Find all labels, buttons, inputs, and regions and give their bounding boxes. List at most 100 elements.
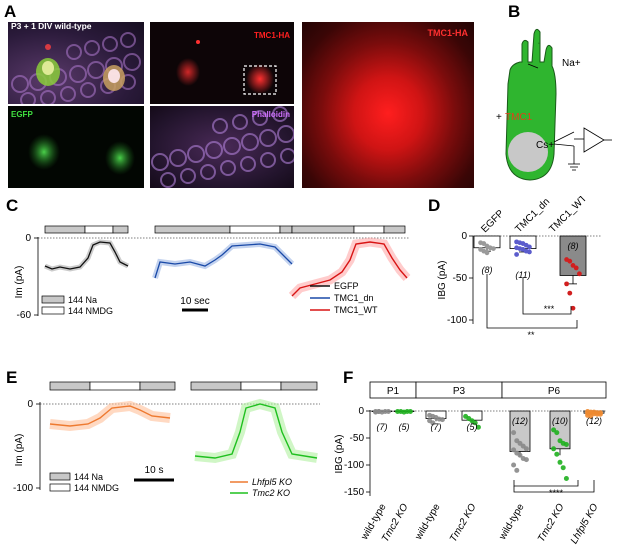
- solution-bars-e: [49, 381, 318, 391]
- trace-tmc1-dn: [154, 243, 293, 279]
- f-age-p1: P1: [387, 386, 400, 397]
- f-cat-2: wild-type: [413, 502, 443, 543]
- d-cat-egfp: EGFP: [479, 208, 506, 235]
- phalloidin-cells-image: [151, 106, 294, 188]
- f-sig: ****: [549, 488, 564, 498]
- panel-d-chart: 0 -50 -100 IBG (pA) EGFP TMC1_dn TMC1_WT…: [437, 196, 601, 340]
- e-legend-nmdg: 144 NMDG: [74, 483, 119, 493]
- e-ytick-0: 0: [27, 399, 33, 410]
- f-age-p6: P6: [548, 386, 561, 397]
- panel-f-chart: P1 P3 P6 0 -50 -100 -150 IBG (pA) (7) wil…: [334, 381, 607, 546]
- d-sig-a: **: [527, 330, 535, 340]
- c-ytick-60: -60: [17, 310, 32, 321]
- svg-text:*: *: [538, 41, 540, 46]
- panel-label-b: B: [508, 2, 521, 21]
- f-point: [430, 420, 436, 426]
- panel-c-traces: 0 -60 Im (pA) 10 sec 144 Na 144 NMDG EGF…: [14, 225, 411, 321]
- tmc1ha-cells-image: [176, 40, 277, 95]
- f-point: [514, 467, 520, 473]
- f-point: [557, 459, 563, 465]
- f-point: [588, 413, 594, 419]
- f-point: [563, 476, 569, 481]
- egfp-cells-image: [28, 134, 135, 175]
- egfp-label: EGFP: [11, 110, 33, 119]
- d-cat-tmc1-dn: TMC1_dn: [513, 196, 552, 235]
- trace-egfp: [44, 241, 129, 270]
- c-ytick-0: 0: [25, 233, 31, 244]
- f-bar-5: [549, 410, 571, 450]
- f-point: [511, 430, 517, 436]
- f-n-4: (12): [512, 416, 528, 426]
- c-scalebar-label: 10 sec: [180, 296, 209, 307]
- merge-title: P3 + 1 DIV wild-type: [11, 22, 92, 31]
- trace-tmc2-ko: [194, 403, 318, 459]
- trace-tmc1-wt: [291, 241, 408, 297]
- f-n-5: (10): [552, 416, 568, 426]
- f-age-p3: P3: [453, 386, 466, 397]
- d-ytick-50: -50: [453, 273, 468, 284]
- f-point: [560, 465, 566, 471]
- f-n-2: (7): [431, 422, 442, 432]
- f-n-3: (5): [467, 422, 478, 432]
- merge-cells-image: [11, 32, 141, 104]
- c-legend-nmdg: 144 NMDG: [68, 306, 113, 316]
- d-point: [514, 252, 519, 257]
- f-point: [523, 446, 529, 452]
- f-point: [407, 409, 413, 415]
- panel-label-f: F: [343, 368, 354, 387]
- f-point: [517, 452, 523, 458]
- f-n-6: (12): [586, 416, 602, 426]
- d-ytick-100: -100: [447, 315, 467, 326]
- plus-label: +: [496, 112, 502, 123]
- d-bar-2: [559, 235, 587, 276]
- d-point: [484, 250, 490, 256]
- f-point: [385, 409, 391, 415]
- d-cat-tmc1-wt: TMC1_WT: [547, 196, 589, 235]
- f-point: [554, 451, 560, 457]
- f-n-1: (5): [399, 422, 410, 432]
- d-point: [570, 305, 576, 311]
- e-legend-na: 144 Na: [74, 472, 103, 482]
- d-n-tmc1-wt: (8): [568, 241, 579, 251]
- f-point: [439, 417, 445, 423]
- f-point: [511, 447, 517, 453]
- f-ytick-100: -100: [344, 460, 364, 471]
- e-legend-lhfpl5: Lhfpl5 KO: [252, 477, 292, 487]
- trace-lhfpl5-ko: [49, 405, 171, 427]
- hair-cell-schematic: * Na+ + TMC1 Cs+: [496, 28, 612, 181]
- tmc1-label: TMC1: [505, 112, 533, 123]
- d-n-egfp: (8): [482, 265, 493, 275]
- d-point: [491, 246, 496, 251]
- c-legend-egfp: EGFP: [334, 281, 359, 291]
- tmc1ha-zoom-label: TMC1-HA: [427, 28, 469, 38]
- f-point: [376, 409, 382, 415]
- e-legend-tmc2: Tmc2 KO: [252, 488, 290, 498]
- f-point: [475, 424, 481, 430]
- d-point: [567, 258, 573, 264]
- d-ytick-0: 0: [461, 231, 467, 242]
- f-point: [563, 441, 569, 447]
- tmc1ha-label: TMC1-HA: [254, 31, 290, 40]
- micrograph-egfp: EGFP: [8, 106, 144, 188]
- panel-label-d: D: [428, 196, 441, 215]
- solution-bars-c: [44, 225, 406, 234]
- f-cat-6: Lhfpl5 KO: [569, 502, 601, 546]
- d-n-tmc1-dn: (11): [515, 270, 530, 280]
- d-point: [577, 271, 582, 277]
- c-legend-na: 144 Na: [68, 295, 97, 305]
- f-point: [554, 430, 560, 436]
- f-ylabel: IBG (pA): [334, 435, 345, 474]
- panel-label-c: C: [6, 196, 19, 215]
- micrograph-tmc1ha-zoom: TMC1-HA: [302, 22, 474, 188]
- panel-label-e: E: [6, 368, 18, 387]
- f-n-0: (7): [377, 422, 388, 432]
- phalloidin-label: Phalloidin: [251, 110, 290, 119]
- c-ylabel: Im (pA): [14, 266, 25, 299]
- c-legend-tmc1-wt: TMC1_WT: [334, 305, 378, 315]
- f-ytick-0: 0: [358, 406, 364, 417]
- panel-e-traces: 0 -100 Im (pA) 10 s 144 Na 144 NMDG Lhfp…: [13, 381, 320, 498]
- na-ion-label: Na+: [562, 58, 581, 69]
- f-point: [523, 457, 529, 463]
- f-cat-3: Tmc2 KO: [448, 502, 479, 544]
- c-legend-tmc1-dn: TMC1_dn: [334, 293, 374, 303]
